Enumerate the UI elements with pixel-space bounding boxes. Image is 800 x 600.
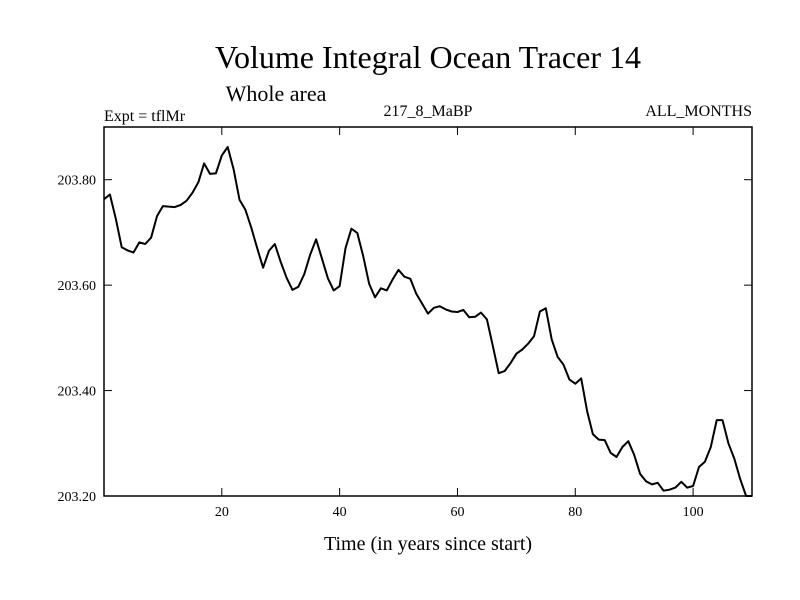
- y-tick-label: 203.40: [58, 385, 97, 400]
- x-tick-label: 60: [450, 505, 464, 520]
- plot-area: [103, 146, 752, 497]
- x-tick-label: 80: [568, 505, 582, 520]
- chart-title: Volume Integral Ocean Tracer 14: [215, 39, 641, 75]
- y-tick-label: 203.20: [58, 490, 97, 505]
- expt-label: Expt = tflMr: [104, 108, 186, 125]
- x-tick-label: 40: [333, 505, 347, 520]
- run-label: 217_8_MaBP: [384, 103, 473, 120]
- x-tick-label: 20: [215, 505, 229, 520]
- plot-frame: [103, 126, 753, 497]
- axis-ticks: 20 40 60 80 100 203.20 203.40 203.60 203.80: [58, 127, 752, 520]
- chart-subtitle: Whole area: [226, 81, 327, 106]
- y-tick-label: 203.60: [58, 279, 97, 294]
- x-tick-label: 100: [683, 505, 704, 520]
- months-label: ALL_MONTHS: [645, 103, 752, 120]
- x-axis-label: Time (in years since start): [324, 533, 532, 555]
- y-tick-label: 203.80: [58, 174, 97, 189]
- series-line: [103, 146, 752, 497]
